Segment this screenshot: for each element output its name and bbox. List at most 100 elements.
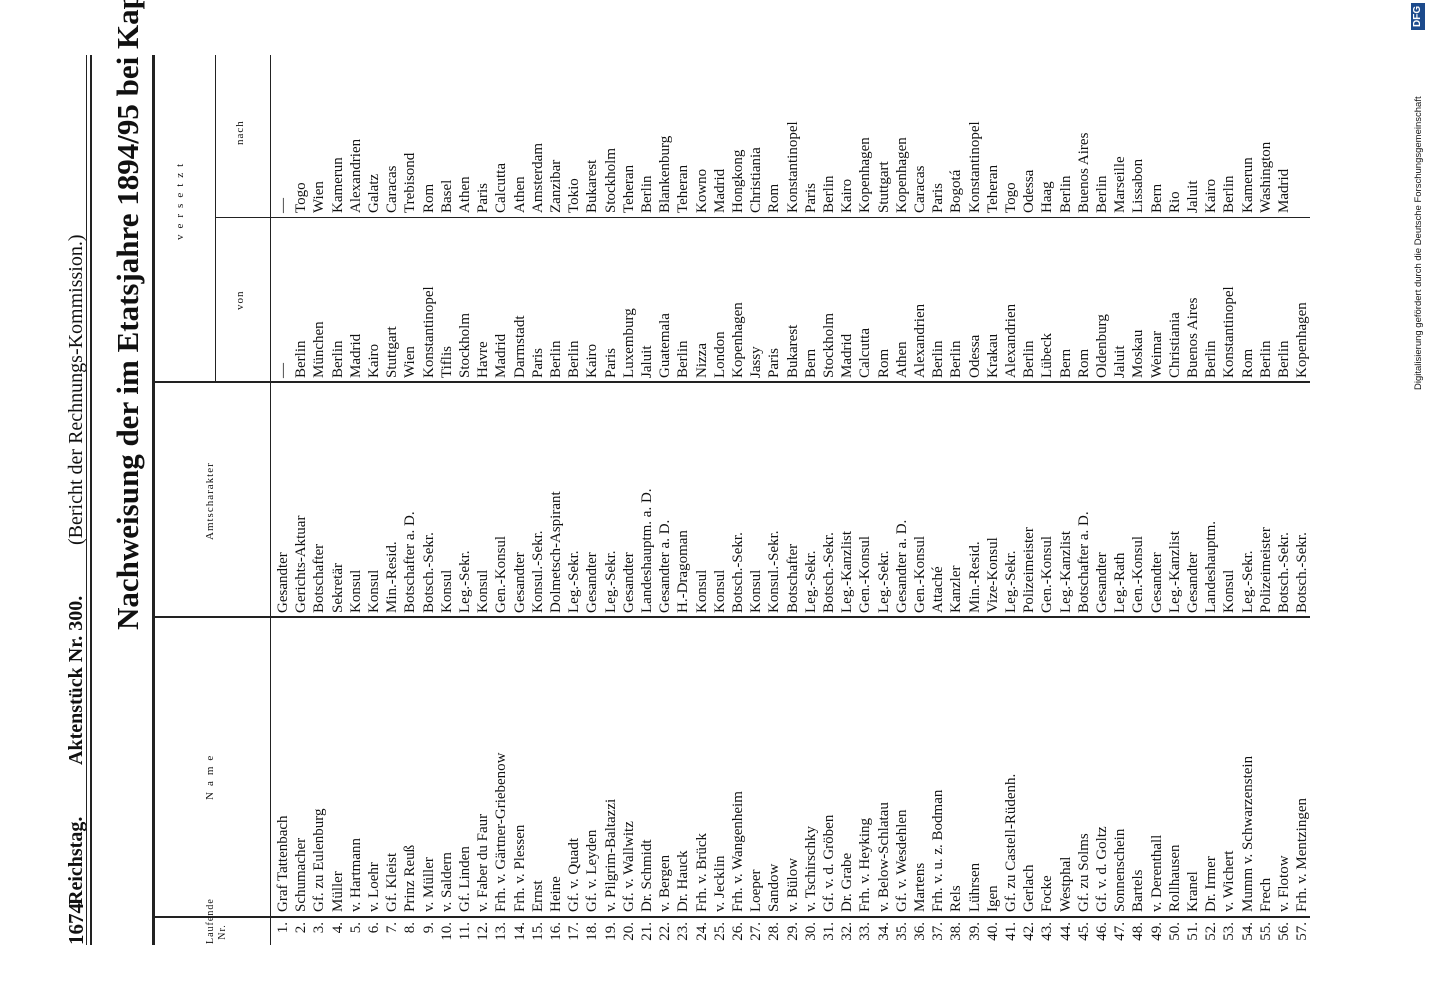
row-title: H.-Dragoman xyxy=(675,530,692,613)
to-place: Bukarest xyxy=(584,159,601,213)
to-place: Galatz xyxy=(366,173,382,213)
row-title: Gen.-Konsul xyxy=(493,535,510,613)
row-number: 30. xyxy=(802,922,819,941)
row-title: Botsch.-Sekr. xyxy=(821,532,837,613)
row-title: Botsch.-Sekr. xyxy=(1276,532,1292,613)
to-place: Rom xyxy=(420,183,437,213)
column-header: von xyxy=(234,290,246,311)
column-header: versetzt xyxy=(174,157,186,240)
row-number: 47. xyxy=(1112,922,1129,941)
row-title: Vize-Konsul xyxy=(984,537,1001,613)
from-place: Berlin xyxy=(1021,340,1038,379)
row-number: 38. xyxy=(948,922,965,941)
to-place: Kamerun xyxy=(329,157,346,213)
row-name: Frh. v. Plessen xyxy=(511,824,528,912)
row-number: 9. xyxy=(420,922,437,934)
header-center: Aktenstück Nr. 300. xyxy=(65,595,87,765)
row-number: 24. xyxy=(693,922,710,941)
row-number: 41. xyxy=(1003,922,1019,941)
dfg-logo: DFG xyxy=(1411,2,1425,30)
row-name: v. Tschirschky xyxy=(802,825,819,912)
row-number: 8. xyxy=(402,922,419,934)
row-title: Botschafter xyxy=(311,543,328,613)
row-number: 15. xyxy=(529,922,546,941)
column-header: Name xyxy=(204,749,216,800)
row-number: 36. xyxy=(912,922,928,941)
row-name: Gf. zu Solms xyxy=(1075,833,1092,912)
from-place: Bern xyxy=(802,348,819,378)
to-place: Berlin xyxy=(1094,175,1110,214)
row-title: Dolmetsch-Aspirant xyxy=(548,491,564,613)
row-number: 3. xyxy=(311,922,328,934)
from-place: — xyxy=(275,363,291,378)
row-title: Sekretär xyxy=(329,563,346,613)
row-title: Leg.-Sekr. xyxy=(602,550,619,613)
to-place: Paris xyxy=(802,183,819,213)
from-place: Jaluit xyxy=(1112,345,1129,379)
row-name: v. Pilgrim-Baltazzi xyxy=(602,798,619,912)
row-name: Heine xyxy=(548,876,564,912)
from-place: Berlin xyxy=(566,340,583,379)
row-name: Gf. v. Wesdehlen xyxy=(893,809,910,912)
row-number: 1. xyxy=(275,922,291,934)
row-name: Dr. Irmer xyxy=(1203,856,1220,912)
header-rule xyxy=(90,55,92,945)
row-title: Landeshauptm. a. D. xyxy=(639,488,655,613)
to-place: Rio xyxy=(1166,191,1183,213)
row-number: 28. xyxy=(766,922,783,941)
row-name: Martens xyxy=(912,862,928,912)
row-name: Frech xyxy=(1257,877,1274,912)
row-title: Konsul xyxy=(693,569,710,613)
row-number: 25. xyxy=(711,922,728,941)
row-title: Leg.-Sekr. xyxy=(1239,550,1256,613)
row-number: 13. xyxy=(493,922,510,941)
row-name: Mumm v. Schwarzenstein xyxy=(1239,755,1256,912)
to-place: Trebisond xyxy=(402,152,419,213)
row-number: 45. xyxy=(1075,922,1092,941)
row-number: 29. xyxy=(784,922,801,941)
row-number: 21. xyxy=(639,922,655,941)
from-place: Lübeck xyxy=(1039,333,1056,378)
row-number: 12. xyxy=(475,922,492,941)
row-number: 51. xyxy=(1185,922,1201,941)
row-name: Gf. v. d. Goltz xyxy=(1094,826,1110,912)
from-place: Berlin xyxy=(548,340,564,379)
row-name: Frh. v. Mentzingen xyxy=(1294,797,1311,912)
from-place: Luxemburg xyxy=(620,308,637,378)
to-place: Haag xyxy=(1039,181,1056,213)
row-name: v. Hartmann xyxy=(347,837,364,912)
to-place: Alexandrien xyxy=(347,138,364,213)
row-number: 2. xyxy=(293,922,310,934)
row-name: Gf. zu Eulenburg xyxy=(311,808,328,912)
to-place: Washington xyxy=(1257,141,1274,213)
row-number: 48. xyxy=(1130,922,1147,941)
from-place: Paris xyxy=(529,348,546,378)
column-rule xyxy=(152,381,1310,383)
to-place: Rom xyxy=(766,183,783,213)
row-number: 4. xyxy=(329,922,346,934)
row-name: v. Wichert xyxy=(1221,850,1238,912)
column-rule xyxy=(152,916,1310,918)
from-place: Rom xyxy=(875,348,892,378)
row-title: Konsul xyxy=(438,569,455,613)
row-title: Leg.-Kanzlist xyxy=(1166,530,1183,613)
column-rule xyxy=(215,217,1310,218)
to-place: Konstantinopel xyxy=(966,121,983,213)
to-place: Christiania xyxy=(748,147,765,213)
from-place: Alexandrien xyxy=(912,303,928,378)
row-number: 32. xyxy=(839,922,856,941)
row-number: 53. xyxy=(1221,922,1238,941)
row-title: Botschafter xyxy=(784,543,801,613)
to-place: Basel xyxy=(438,179,455,213)
row-number: 5. xyxy=(347,922,364,934)
row-number: 49. xyxy=(1148,922,1165,941)
from-place: Berlin xyxy=(1276,340,1292,379)
from-place: Buenos Aires xyxy=(1185,297,1201,378)
from-place: Konstantinopel xyxy=(420,286,437,378)
row-number: 16. xyxy=(548,922,564,941)
row-title: Gesandter a. D. xyxy=(657,519,674,613)
row-name: Focke xyxy=(1039,875,1056,912)
from-place: Nizza xyxy=(693,343,710,378)
